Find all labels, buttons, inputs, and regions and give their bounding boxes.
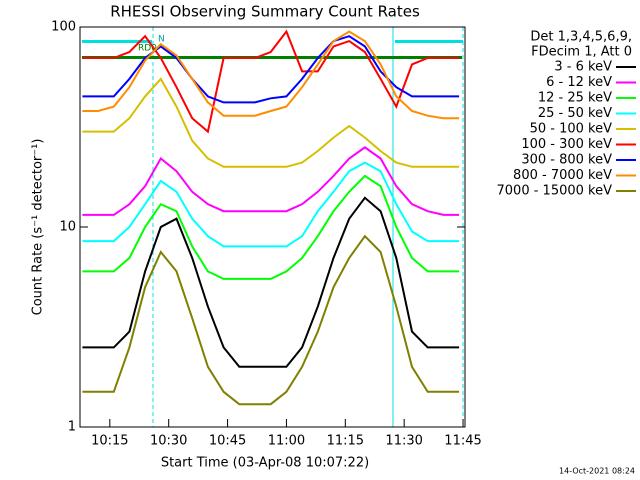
legend-label: 6 - 12 keV xyxy=(546,75,612,90)
flag-bar xyxy=(82,56,462,59)
annotation: N xyxy=(158,35,165,45)
series-line xyxy=(82,161,460,248)
series-line xyxy=(82,234,460,406)
series-line xyxy=(82,29,460,134)
x-axis-label: Start Time (03-Apr-08 10:07:22) xyxy=(161,456,369,471)
legend-label: 12 - 25 keV xyxy=(538,91,612,106)
flag-bar xyxy=(82,40,152,43)
x-tick-label: 11:15 xyxy=(327,434,364,449)
flag-bar xyxy=(395,40,463,43)
y-tick-label: 10 xyxy=(59,220,76,235)
legend-header: Det 1,3,4,5,6,9, xyxy=(530,30,632,45)
series-line xyxy=(82,77,460,168)
x-tick-label: 10:15 xyxy=(91,434,128,449)
legend-label: 800 - 7000 keV xyxy=(513,168,612,183)
chart-title: RHESSI Observing Summary Count Rates xyxy=(110,3,420,21)
series-line xyxy=(82,196,460,368)
legend-label: 50 - 100 keV xyxy=(530,122,613,137)
y-tick-label: 100 xyxy=(51,20,76,35)
legend-label: 7000 - 15000 keV xyxy=(497,184,613,199)
x-tick-label: 11:45 xyxy=(444,434,481,449)
series-line xyxy=(82,174,460,280)
x-tick-label: 10:30 xyxy=(150,434,187,449)
series-line xyxy=(82,30,460,120)
annotation: RD0 xyxy=(138,44,157,54)
y-tick-label: 1 xyxy=(68,420,76,435)
series-line xyxy=(82,35,460,104)
legend-header: FDecim 1, Att 0 xyxy=(531,45,632,60)
x-tick-label: 10:45 xyxy=(209,434,246,449)
legend-label: 3 - 6 keV xyxy=(554,60,612,75)
x-tick-label: 11:30 xyxy=(385,434,422,449)
legend-label: 25 - 50 keV xyxy=(538,106,612,121)
legend-label: 300 - 800 keV xyxy=(521,153,612,168)
legend-label: 100 - 300 keV xyxy=(521,137,612,152)
footer: 14-Oct-2021 08:24 xyxy=(559,467,635,476)
series-line xyxy=(82,146,460,216)
x-tick-label: 11:00 xyxy=(268,434,305,449)
y-axis-label: Count Rate (s⁻¹ detector⁻¹) xyxy=(31,139,46,316)
